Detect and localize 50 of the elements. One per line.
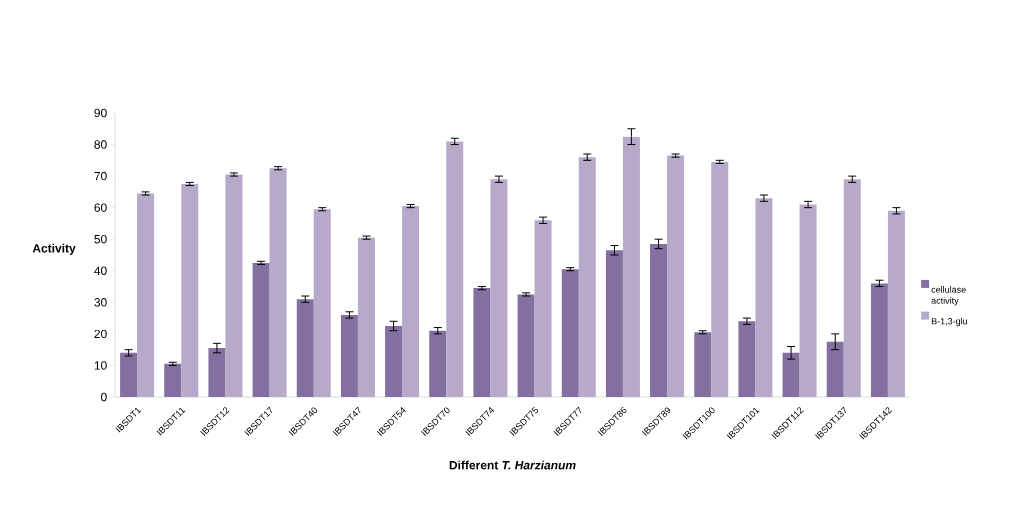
bar: [252, 262, 270, 397]
legend-label: B-1,3-glu: [931, 317, 968, 327]
bar: [340, 314, 358, 397]
bar: [561, 269, 579, 397]
y-tick-label: 0: [101, 392, 107, 402]
y-tick-label: 10: [94, 361, 107, 370]
bar: [799, 204, 817, 397]
bar: [534, 220, 552, 397]
bar: [313, 209, 331, 397]
x-axis-title: Different T. Harzianum: [449, 460, 576, 470]
y-tick-label: 70: [94, 171, 107, 181]
bar: [120, 352, 138, 397]
bar: [429, 330, 447, 397]
y-tick-label: 40: [94, 266, 107, 276]
bar: [782, 352, 800, 397]
bar: [843, 179, 861, 397]
bar: [181, 183, 199, 397]
bar: [650, 243, 668, 397]
y-tick-label: 30: [94, 298, 107, 307]
bar: [208, 348, 226, 397]
bar: [605, 250, 623, 397]
bar: [164, 363, 182, 397]
bar: [402, 206, 420, 397]
bar: [385, 325, 403, 397]
bar: [517, 294, 535, 397]
bar: [446, 141, 464, 397]
bar: [738, 321, 756, 397]
y-tick-label: 50: [94, 234, 107, 244]
bar: [490, 179, 508, 397]
bar: [694, 332, 712, 397]
legend-label: cellulase activity: [931, 286, 966, 306]
bar: [225, 174, 243, 397]
bar: [473, 288, 491, 397]
bar: [870, 283, 888, 397]
bar: [887, 210, 905, 397]
bar: [826, 341, 844, 397]
bar: [711, 161, 729, 397]
bar: [357, 237, 375, 397]
bar: [578, 157, 596, 397]
bar: [667, 155, 685, 397]
bar: [296, 299, 314, 397]
y-axis-title: Activity: [32, 243, 76, 255]
bar: [622, 136, 640, 397]
y-tick-label: 90: [94, 108, 107, 118]
bar: [269, 168, 287, 397]
bar: [137, 193, 155, 397]
y-tick-label: 20: [94, 329, 107, 339]
bar: [755, 198, 773, 397]
y-tick-label: 60: [94, 203, 107, 212]
y-tick-label: 80: [94, 140, 107, 149]
